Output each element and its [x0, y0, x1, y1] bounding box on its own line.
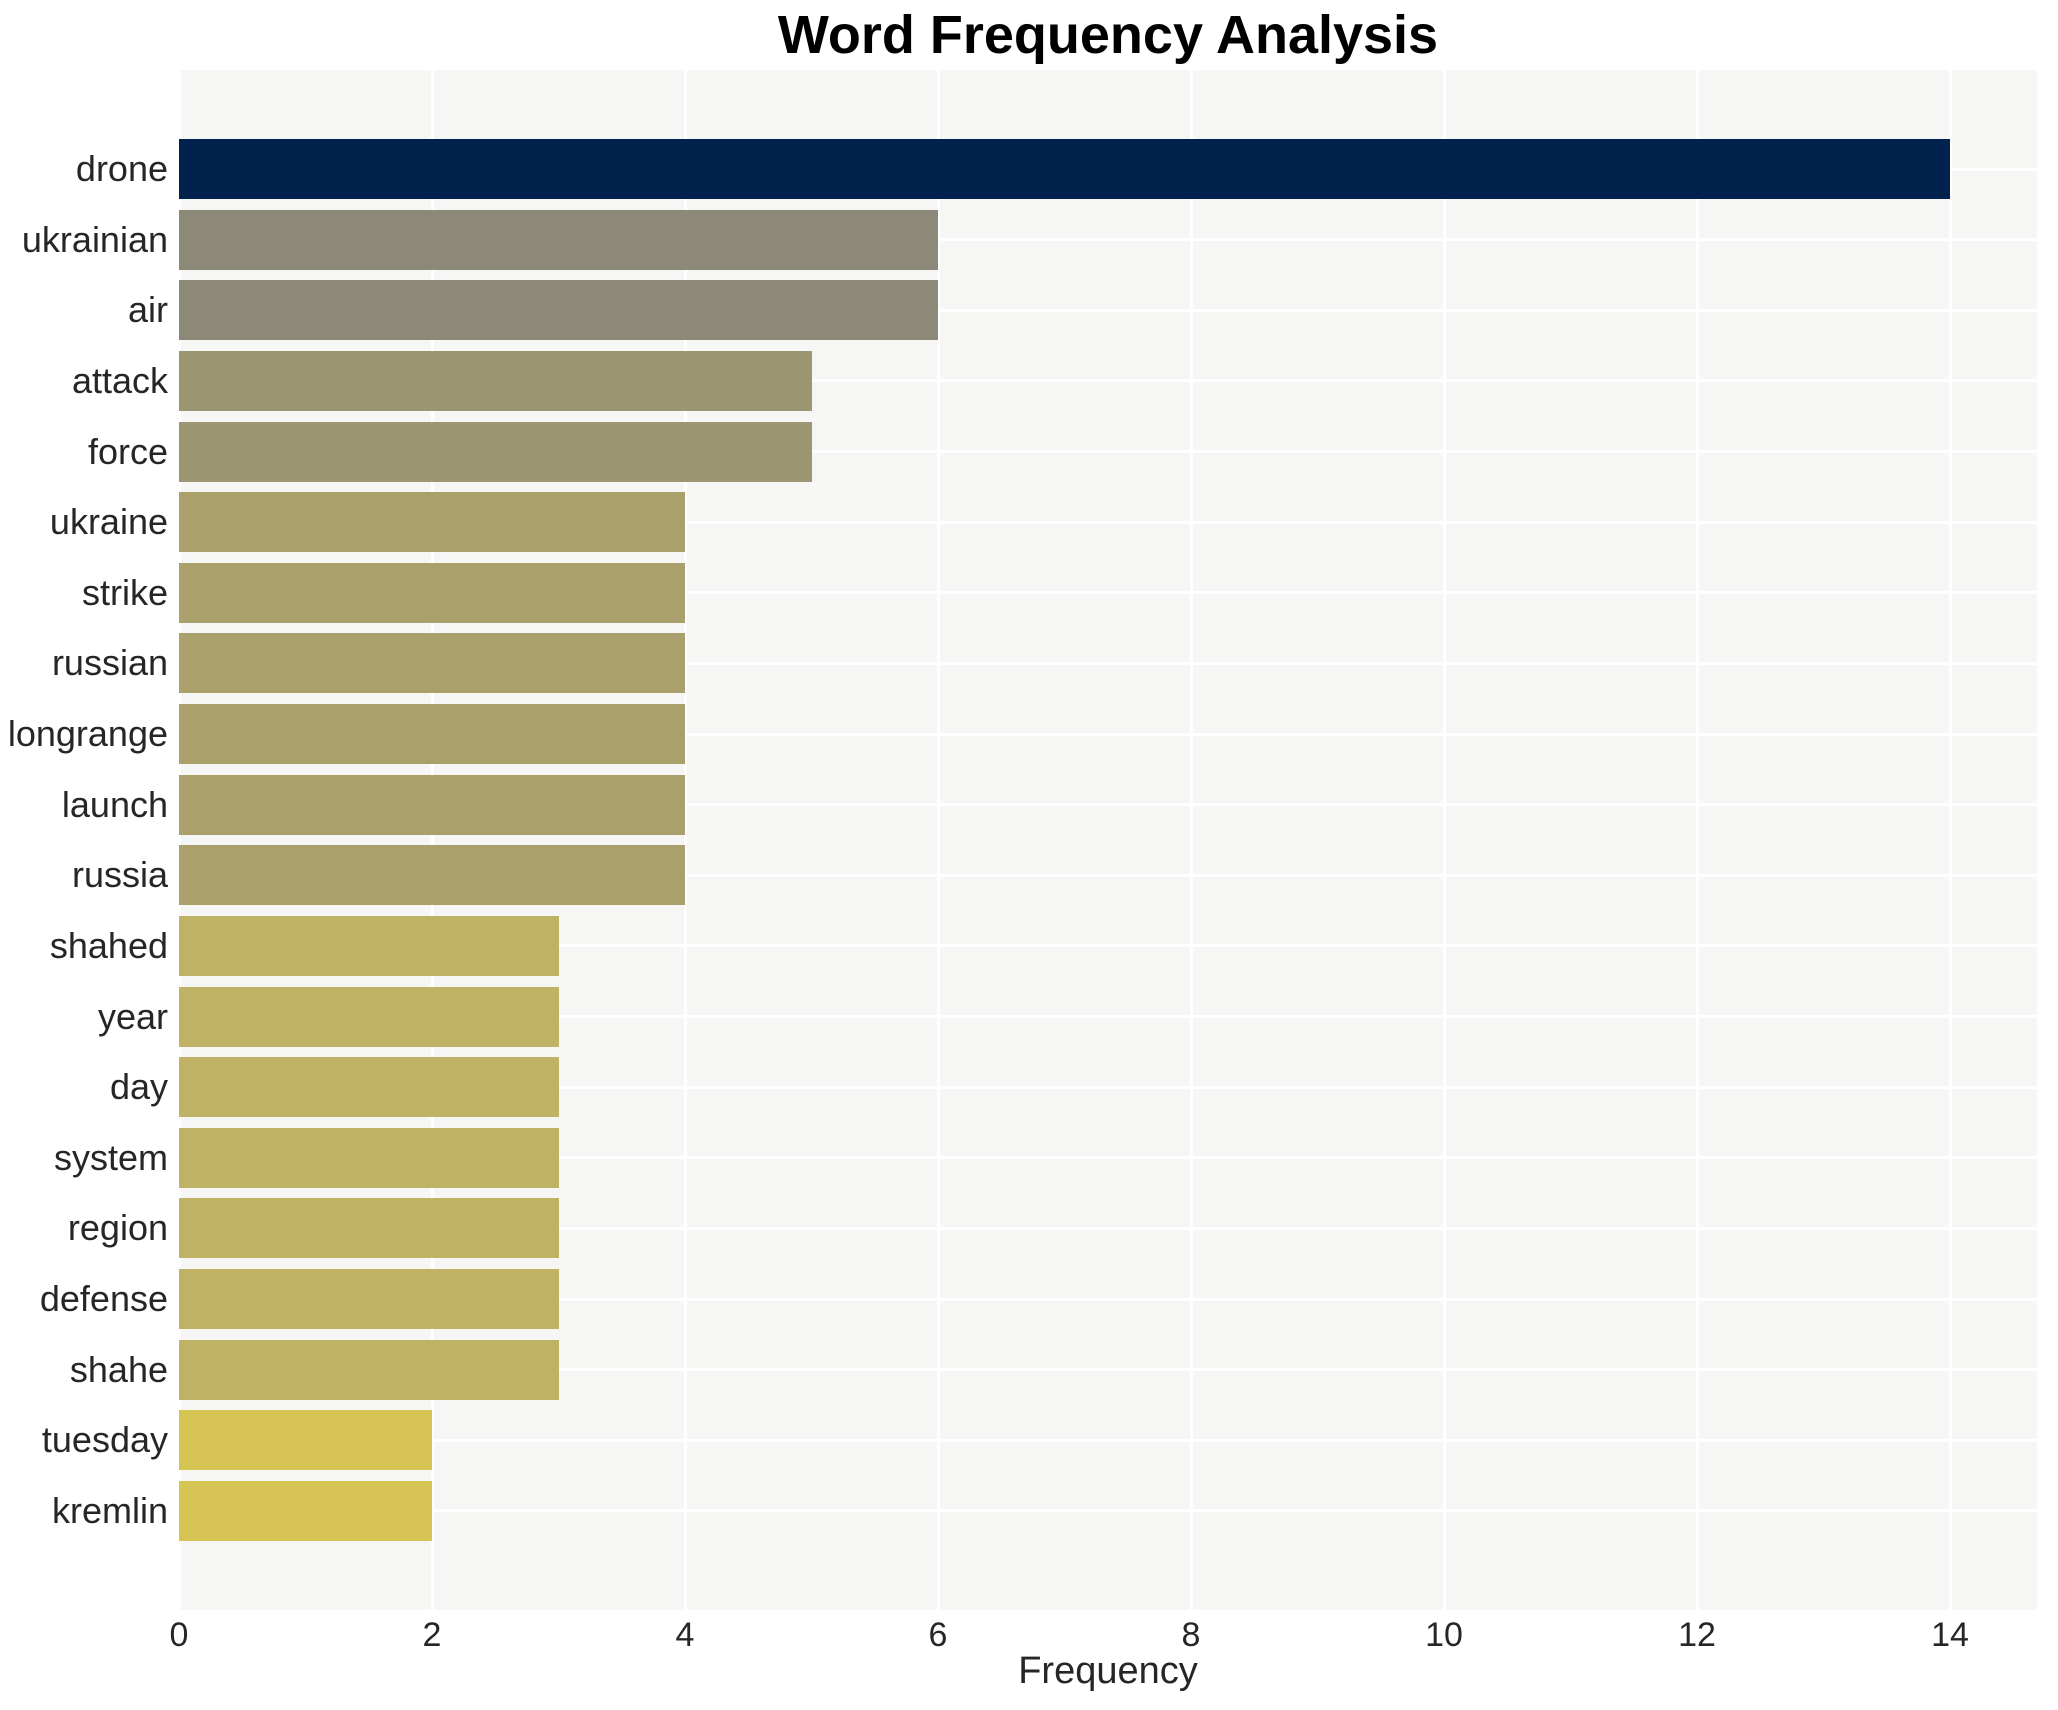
bar-drone	[179, 139, 1950, 199]
horizontal-gridline	[179, 450, 2037, 453]
y-tick-label-launch: launch	[61, 784, 168, 825]
horizontal-gridline	[179, 521, 2037, 524]
x-tick-label-2: 2	[422, 1616, 442, 1654]
bar-attack	[179, 351, 812, 411]
plot-area	[178, 70, 2037, 1610]
x-tick-label-4: 4	[675, 1616, 695, 1654]
vertical-gridline	[431, 70, 434, 1610]
y-tick-label-year: year	[97, 996, 168, 1037]
bar-russian	[179, 633, 685, 693]
bar-strike	[179, 563, 685, 623]
y-tick-label-air: air	[127, 289, 168, 330]
y-tick-label-system: system	[53, 1137, 168, 1178]
bar-shahed	[179, 916, 559, 976]
vertical-gridline	[1443, 70, 1446, 1610]
y-tick-label-longrange: longrange	[7, 713, 168, 754]
y-tick-label-ukrainian: ukrainian	[21, 219, 168, 260]
bar-defense	[179, 1269, 559, 1329]
x-tick-label-0: 0	[169, 1616, 189, 1654]
horizontal-gridline	[179, 1227, 2037, 1230]
bar-ukraine	[179, 492, 685, 552]
bar-longrange	[179, 704, 685, 764]
y-tick-label-strike: strike	[81, 572, 168, 613]
y-tick-label-drone: drone	[75, 148, 168, 189]
horizontal-gridline	[179, 1509, 2037, 1512]
y-tick-label-attack: attack	[71, 360, 168, 401]
horizontal-gridline	[179, 1368, 2037, 1371]
vertical-gridline	[1696, 70, 1699, 1610]
x-tick-label-10: 10	[1425, 1616, 1463, 1654]
bar-year	[179, 987, 559, 1047]
y-tick-label-kremlin: kremlin	[51, 1490, 168, 1531]
bar-system	[179, 1128, 559, 1188]
horizontal-gridline	[179, 1015, 2037, 1018]
vertical-gridline	[1190, 70, 1193, 1610]
horizontal-gridline	[179, 1156, 2037, 1159]
horizontal-gridline	[179, 1298, 2037, 1301]
vertical-gridline	[937, 70, 940, 1610]
y-tick-label-tuesday: tuesday	[41, 1419, 168, 1460]
bar-tuesday	[179, 1410, 432, 1470]
y-tick-label-force: force	[87, 431, 168, 472]
y-tick-label-ukraine: ukraine	[49, 501, 168, 542]
bar-shahe	[179, 1340, 559, 1400]
horizontal-gridline	[179, 662, 2037, 665]
vertical-gridline	[684, 70, 687, 1610]
x-tick-label-12: 12	[1678, 1616, 1716, 1654]
horizontal-gridline	[179, 309, 2037, 312]
x-axis-title: Frequency	[1018, 1650, 1198, 1692]
y-tick-label-shahe: shahe	[69, 1349, 168, 1390]
bar-region	[179, 1198, 559, 1258]
y-tick-label-russian: russian	[51, 642, 168, 683]
horizontal-gridline	[179, 733, 2037, 736]
bar-force	[179, 422, 812, 482]
horizontal-gridline	[179, 944, 2037, 947]
chart-title: Word Frequency Analysis	[777, 5, 1439, 65]
vertical-gridline	[178, 70, 181, 1610]
bar-air	[179, 280, 938, 340]
x-tick-label-14: 14	[1931, 1616, 1969, 1654]
y-tick-label-russia: russia	[71, 854, 168, 895]
vertical-gridline	[1949, 70, 1952, 1610]
y-tick-label-defense: defense	[39, 1278, 168, 1319]
bar-ukrainian	[179, 210, 938, 270]
horizontal-gridline	[179, 1086, 2037, 1089]
bar-launch	[179, 775, 685, 835]
x-tick-label-6: 6	[928, 1616, 948, 1654]
horizontal-gridline	[179, 238, 2037, 241]
bar-day	[179, 1057, 559, 1117]
bar-kremlin	[179, 1481, 432, 1541]
bar-russia	[179, 845, 685, 905]
y-tick-label-day: day	[109, 1066, 168, 1107]
horizontal-gridline	[179, 874, 2037, 877]
x-tick-label-8: 8	[1181, 1616, 1201, 1654]
y-tick-label-shahed: shahed	[49, 925, 168, 966]
horizontal-gridline	[179, 1439, 2037, 1442]
horizontal-gridline	[179, 379, 2037, 382]
horizontal-gridline	[179, 803, 2037, 806]
y-tick-label-region: region	[67, 1207, 168, 1248]
horizontal-gridline	[179, 591, 2037, 594]
